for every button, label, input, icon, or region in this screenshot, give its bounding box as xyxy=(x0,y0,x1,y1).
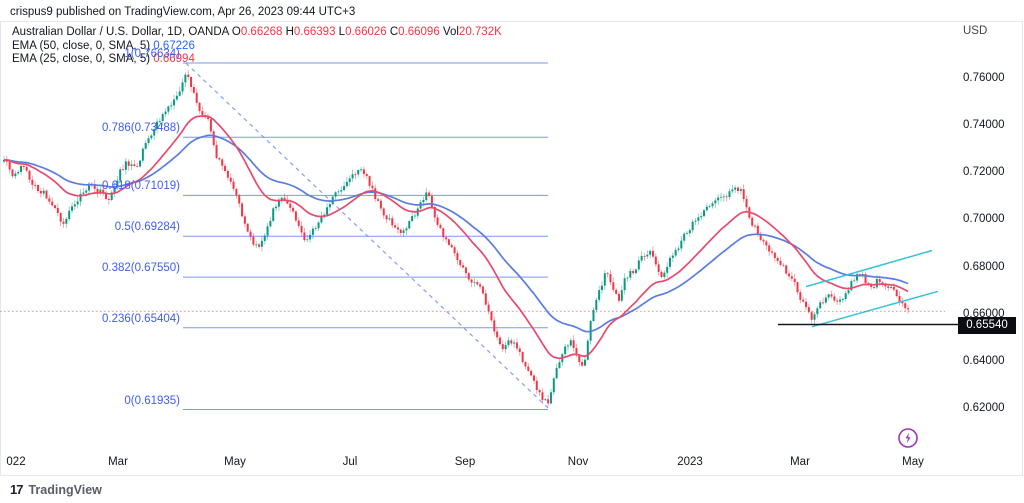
ohlc-values: O0.66268 H0.66393 L0.66026 C0.66096 Vol2… xyxy=(231,26,502,38)
ema25-legend-row[interactable]: EMA (25, close, 0, SMA, 5) 0.66994 xyxy=(12,53,502,67)
price-tick-label: 0.62000 xyxy=(963,401,1005,414)
lightning-bolt-icon[interactable] xyxy=(895,425,921,451)
fib-label: 0.382(0.67550) xyxy=(101,262,180,275)
tradingview-logo-icon[interactable]: 17 xyxy=(10,482,24,497)
price-tick-label: 0.68000 xyxy=(963,260,1005,273)
price-tick-label: 0.72000 xyxy=(963,166,1005,179)
symbol-title: Australian Dollar / U.S. Dollar, 1D, OAN… xyxy=(12,26,229,38)
fib-label: 0(0.61935) xyxy=(124,394,180,407)
price-tick-label: 0.64000 xyxy=(963,354,1005,367)
fib-label: 1(0.76634) xyxy=(124,48,180,61)
last-price-badge: 0.65540 xyxy=(958,316,1016,334)
ema50-value: 0.67226 xyxy=(153,39,195,52)
ema25-label: EMA (25, close, 0, SMA, 5) xyxy=(12,53,151,65)
time-tick-label: Mar xyxy=(108,456,128,468)
time-tick-label: 2023 xyxy=(677,456,703,468)
symbol-legend-row[interactable]: Australian Dollar / U.S. Dollar, 1D, OAN… xyxy=(12,26,502,40)
time-tick-label: May xyxy=(224,456,246,468)
price-tick-label: 0.74000 xyxy=(963,119,1005,132)
ema25-value: 0.66994 xyxy=(153,53,195,65)
tradingview-brand-text: TradingView xyxy=(28,482,102,497)
ema50-label: EMA (50, close, 0, SMA, 5) xyxy=(12,39,151,52)
fib-label: 0.236(0.65404) xyxy=(101,312,180,325)
time-tick-label: May xyxy=(902,456,924,468)
price-axis-currency: USD xyxy=(963,25,988,37)
time-tick-label: Sep xyxy=(454,456,476,468)
time-tick-label: Nov xyxy=(567,456,589,468)
chart-widget-frame xyxy=(0,21,1023,476)
chart-legend: Australian Dollar / U.S. Dollar, 1D, OAN… xyxy=(12,26,502,67)
published-byline: crispus9 published on TradingView.com, A… xyxy=(10,6,356,18)
time-axis[interactable]: 022 Mar May Jul Sep Nov 2023 Mar May xyxy=(0,450,945,476)
fib-label: 0.5(0.69284) xyxy=(114,221,180,234)
time-tick-label: Jul xyxy=(342,456,358,468)
fib-label: 0.786(0.73488) xyxy=(101,122,180,135)
time-tick-label: Mar xyxy=(790,456,810,468)
time-tick-label: 022 xyxy=(6,456,26,468)
fib-label: 0.618(0.71019) xyxy=(101,180,180,193)
price-tick-label: 0.76000 xyxy=(963,72,1005,84)
footer-brand[interactable]: 17 TradingView xyxy=(10,482,102,497)
ema50-legend-row[interactable]: EMA (50, close, 0, SMA, 5) 0.67226 xyxy=(12,40,502,54)
price-axis[interactable]: USD 0.76000 0.74000 0.72000 0.70000 0.68000 0… xyxy=(945,21,1024,451)
price-tick-label: 0.70000 xyxy=(963,213,1005,226)
